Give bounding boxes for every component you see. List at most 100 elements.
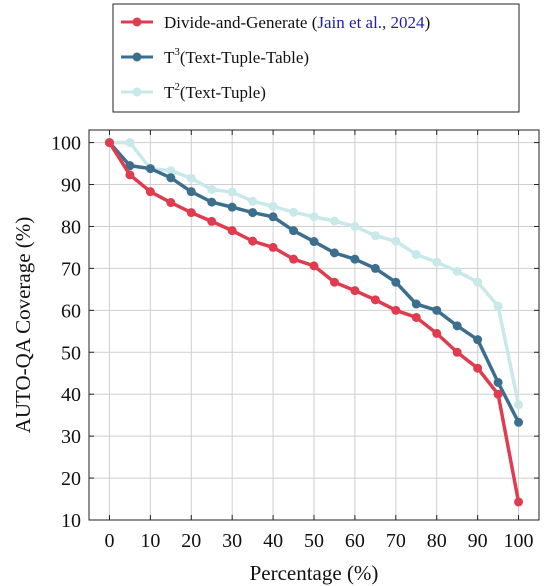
y-tick-label: 100 (51, 133, 81, 155)
data-point-t3 (493, 377, 503, 387)
data-point-t3 (166, 173, 176, 183)
x-tick-label: 60 (345, 530, 365, 552)
x-tick-label: 10 (140, 530, 160, 552)
data-point-t2 (329, 216, 339, 226)
data-point-divide-and-generate (248, 236, 258, 246)
data-point-t3 (289, 226, 299, 236)
legend: Divide-and-Generate (Jain et al., 2024) … (112, 3, 520, 113)
data-point-t2 (370, 231, 380, 241)
data-point-divide-and-generate (473, 363, 483, 373)
data-point-divide-and-generate (432, 328, 442, 338)
data-point-t3 (145, 164, 155, 174)
data-point-t3 (309, 237, 319, 247)
legend-entry-t3: T3(Text-Tuple-Table) (121, 46, 309, 67)
grid (89, 130, 539, 521)
data-point-divide-and-generate (309, 261, 319, 271)
axis-ticks: 0 10 20 30 40 50 60 70 80 90 100 10 20 30 40 50 60 70 80 90… (51, 130, 539, 552)
x-tick-label: 50 (304, 530, 324, 552)
data-point-t3 (473, 335, 483, 345)
data-point-t3 (248, 208, 258, 218)
x-tick-label: 0 (104, 530, 114, 552)
data-point-t2 (289, 207, 299, 217)
data-point-divide-and-generate (104, 138, 114, 148)
data-point-t3 (432, 305, 442, 315)
data-point-divide-and-generate (289, 254, 299, 264)
data-point-divide-and-generate (391, 305, 401, 315)
series-lines (104, 138, 524, 507)
data-point-divide-and-generate (514, 497, 524, 507)
data-point-t3 (207, 197, 217, 207)
legend-label-t3: T3(Text-Tuple-Table) (164, 46, 309, 67)
y-tick-label: 80 (61, 216, 81, 238)
legend-entry-t2: T2(Text-Tuple) (121, 81, 266, 102)
data-point-divide-and-generate (350, 286, 360, 296)
data-point-t2 (248, 196, 258, 206)
legend-swatch-marker (132, 87, 142, 97)
data-point-divide-and-generate (411, 312, 421, 322)
legend-box (112, 3, 520, 113)
series-divide-and-generate (104, 138, 524, 507)
data-point-divide-and-generate (186, 208, 196, 218)
data-point-t3 (514, 417, 524, 427)
data-point-t3 (186, 187, 196, 197)
y-tick-label: 40 (61, 384, 81, 406)
y-tick-label: 50 (61, 342, 81, 364)
data-point-t2 (350, 221, 360, 231)
data-point-t2 (125, 138, 135, 148)
legend-label-divide-and-generate: Divide-and-Generate (Jain et al., 2024) (164, 13, 430, 32)
data-point-t2 (309, 212, 319, 222)
y-tick-label: 30 (61, 426, 81, 448)
data-point-divide-and-generate (329, 277, 339, 287)
data-point-divide-and-generate (227, 226, 237, 236)
x-tick-label: 70 (386, 530, 406, 552)
data-point-t3 (227, 202, 237, 212)
y-tick-label: 60 (61, 300, 81, 322)
x-axis-title: Percentage (%) (250, 561, 379, 585)
data-point-t2 (186, 173, 196, 183)
data-point-t2 (493, 301, 503, 311)
x-tick-label: 100 (504, 530, 534, 552)
data-point-t2 (391, 236, 401, 246)
legend-swatch-marker (132, 52, 142, 62)
data-point-t3 (125, 161, 135, 171)
x-tick-label: 40 (263, 530, 283, 552)
x-tick-label: 20 (181, 530, 201, 552)
x-tick-label: 80 (427, 530, 447, 552)
legend-entry-divide-and-generate: Divide-and-Generate (Jain et al., 2024) (121, 13, 430, 32)
data-point-t2 (207, 185, 217, 195)
data-point-t3 (370, 263, 380, 273)
data-point-t3 (452, 321, 462, 331)
legend-citation-link: Jain et al., 2024 (317, 13, 425, 32)
data-point-t2 (452, 266, 462, 276)
data-point-divide-and-generate (370, 295, 380, 305)
data-point-divide-and-generate (452, 347, 462, 357)
data-point-t3 (350, 254, 360, 264)
data-point-t2 (514, 400, 524, 410)
data-point-t2 (268, 201, 278, 211)
data-point-t2 (432, 257, 442, 267)
y-axis-title: AUTO-QA Coverage (%) (11, 217, 35, 434)
data-point-divide-and-generate (207, 216, 217, 226)
data-point-divide-and-generate (145, 187, 155, 197)
data-point-divide-and-generate (125, 170, 135, 180)
data-point-t3 (329, 248, 339, 258)
y-tick-label: 90 (61, 175, 81, 197)
data-point-t3 (391, 277, 401, 287)
x-tick-label: 90 (468, 530, 488, 552)
y-tick-label: 70 (61, 258, 81, 280)
data-point-divide-and-generate (268, 242, 278, 252)
y-tick-label: 10 (61, 510, 81, 532)
data-point-t2 (227, 187, 237, 197)
data-point-divide-and-generate (166, 198, 176, 208)
data-point-t2 (411, 250, 421, 260)
data-point-t3 (268, 212, 278, 222)
data-point-t3 (411, 299, 421, 309)
legend-label-t2: T2(Text-Tuple) (164, 81, 266, 102)
data-point-divide-and-generate (493, 389, 503, 399)
legend-swatch-marker (132, 17, 142, 27)
data-point-t2 (166, 166, 176, 176)
data-point-t2 (473, 277, 483, 287)
y-tick-label: 20 (61, 468, 81, 490)
x-tick-label: 30 (222, 530, 242, 552)
